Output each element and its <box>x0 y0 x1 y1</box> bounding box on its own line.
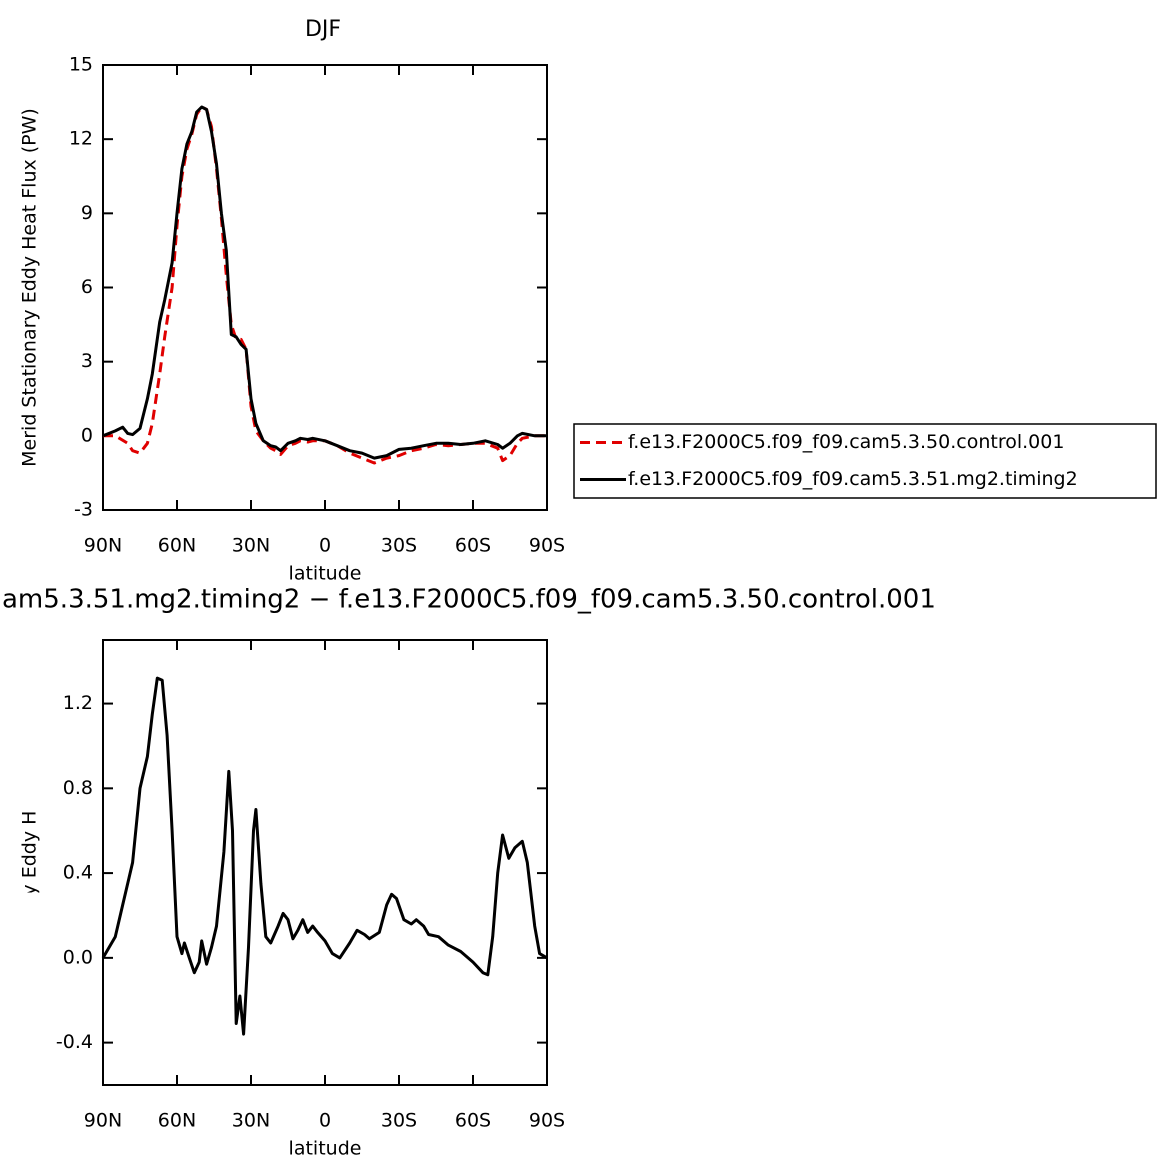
y-tick-label: -0.4 <box>56 1031 93 1053</box>
legend-label: f.e13.F2000C5.f09_f09.cam5.3.51.mg2.timi… <box>628 468 1078 490</box>
x-tick-label: 30S <box>381 535 417 557</box>
y-tick-label: 3 <box>81 350 93 372</box>
y-tick-label: 15 <box>69 54 93 76</box>
x-tick-label: 30S <box>381 1110 417 1132</box>
data-line <box>101 676 548 1036</box>
legend-label: f.e13.F2000C5.f09_f09.cam5.3.50.control.… <box>628 431 1064 453</box>
y-tick-label: 0.0 <box>63 946 93 968</box>
x-tick-label: 30N <box>232 535 270 557</box>
y-tick-label: 0.4 <box>63 862 93 884</box>
x-tick-label: 30N <box>232 1110 270 1132</box>
data-line <box>103 105 547 465</box>
x-tick-label: 60N <box>158 1110 196 1132</box>
x-tick-label: 90N <box>84 535 122 557</box>
legend-box <box>573 423 1157 499</box>
chart-title: am5.3.51.mg2.timing2 − f.e13.F2000C5.f09… <box>2 585 936 615</box>
x-axis-label: latitude <box>289 1138 362 1160</box>
x-tick-label: 0 <box>319 535 331 557</box>
data-line <box>102 105 547 460</box>
y-tick-label: 6 <box>81 276 93 298</box>
x-tick-label: 0 <box>319 1110 331 1132</box>
x-tick-label: 60N <box>158 535 196 557</box>
x-tick-label: 60S <box>455 535 491 557</box>
y-tick-label: 0 <box>81 424 93 446</box>
plot-frame <box>102 639 548 1086</box>
y-tick-label: 1.2 <box>63 692 93 714</box>
y-axis-label: Merid Stationary Eddy Heat Flux (PW) <box>19 108 41 467</box>
y-tick-label: -3 <box>74 499 93 521</box>
x-tick-label: 90S <box>529 535 565 557</box>
x-axis-label: latitude <box>289 563 362 585</box>
chart-title: DJF <box>305 17 341 42</box>
x-tick-label: 90S <box>529 1110 565 1132</box>
x-tick-label: 90N <box>84 1110 122 1132</box>
y-tick-label: 12 <box>69 128 93 150</box>
x-tick-label: 60S <box>455 1110 491 1132</box>
y-axis-label: Merid Stationary Eddy Heat Flux (PW) <box>19 683 41 1042</box>
y-tick-label: 9 <box>81 202 93 224</box>
y-tick-label: 0.8 <box>63 777 93 799</box>
